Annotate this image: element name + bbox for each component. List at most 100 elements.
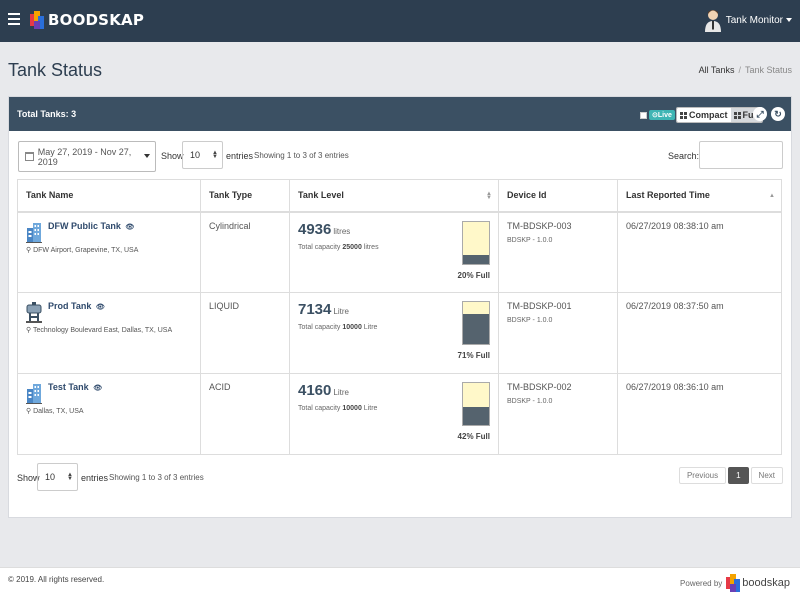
tank-location-text: Dallas, TX, USA: [33, 408, 84, 415]
entries-info-bottom: Showing 1 to 3 of 3 entries: [109, 473, 204, 482]
updown-icon: ▲ ▼: [67, 472, 73, 482]
capacity-value: 10000: [342, 324, 362, 331]
table-row[interactable]: DFW Public Tank 👁︎ ⚲ DFW Airport, Grapev…: [17, 211, 782, 293]
map-pin-icon: ⚲: [26, 327, 32, 334]
tank-location: ⚲ Dallas, TX, USA: [26, 406, 192, 417]
col-tank-name[interactable]: Tank Name: [17, 179, 201, 213]
col-last-reported[interactable]: Last Reported Time ▲: [617, 179, 782, 213]
view-toggle: Compact Full: [676, 107, 763, 123]
page-title: Tank Status: [8, 60, 103, 80]
refresh-button[interactable]: ↻: [771, 107, 785, 121]
tank-level-gauge: [462, 301, 490, 345]
date-range-value: May 27, 2019 - Nov 27, 2019: [37, 146, 132, 167]
col-tank-type[interactable]: Tank Type: [200, 179, 290, 213]
building-icon: [26, 222, 42, 243]
date-range-picker[interactable]: May 27, 2019 - Nov 27, 2019: [18, 141, 156, 172]
compact-view-button[interactable]: Compact: [677, 108, 731, 122]
tank-location: ⚲ Technology Boulevard East, Dallas, TX,…: [26, 325, 192, 336]
cell-tank-level: 4936 litres Total capacity 25000 litres 2…: [289, 211, 499, 293]
previous-button[interactable]: Previous: [678, 467, 727, 484]
top-navbar: BOODSKAP Tank Monitor: [0, 0, 800, 42]
cell-last-reported: 06/27/2019 08:38:10 am: [617, 211, 782, 293]
copyright: © 2019. All rights reserved.: [8, 575, 105, 584]
pagination: Previous 1 Next: [677, 467, 783, 484]
live-label: Live: [657, 112, 672, 119]
cell-device-id: TM-BDSKP-001 BDSKP - 1.0.0: [498, 292, 618, 374]
page-1-button[interactable]: 1: [728, 467, 749, 484]
capacity-value: 25000: [342, 243, 362, 251]
map-pin-icon: ⚲: [26, 246, 32, 254]
page-size-value: 10: [190, 150, 201, 160]
last-reported-time: 06/27/2019 08:38:10 am: [626, 220, 724, 231]
tank-level-gauge-fill: [463, 314, 489, 344]
refresh-icon: ↻: [774, 108, 782, 119]
cell-last-reported: 06/27/2019 08:36:10 am: [617, 373, 782, 455]
search-label: Search:: [667, 151, 699, 161]
powered-by: Powered by boodskap: [680, 573, 790, 593]
tank-name-link[interactable]: DFW Public Tank 👁︎: [48, 221, 134, 231]
breadcrumb-current: Tank Status: [744, 65, 792, 75]
last-reported-time: 06/27/2019 08:37:50 am: [626, 301, 724, 311]
live-checkbox[interactable]: [640, 111, 647, 119]
brand-name: BOODSKAP: [48, 11, 145, 29]
entries-label: entries: [226, 151, 254, 161]
updown-icon: ▲ ▼: [212, 150, 218, 160]
next-button[interactable]: Next: [750, 467, 783, 484]
tank-name-link[interactable]: Test Tank 👁︎: [48, 382, 102, 392]
capacity-prefix: Total capacity: [298, 324, 341, 331]
calendar-icon: [25, 152, 34, 161]
table-row[interactable]: Test Tank 👁︎ ⚲ Dallas, TX, USA ACID 4160…: [17, 373, 782, 455]
entries-info: Showing 1 to 3 of 3 entries: [254, 151, 349, 160]
device-id: TM-BDSKP-001: [507, 301, 572, 311]
brand[interactable]: BOODSKAP: [30, 10, 144, 30]
sort-icon: ▲ ▼: [486, 191, 492, 201]
tank-level-gauge: [462, 382, 490, 426]
tank-capacity: Total capacity 10000 Litre: [298, 324, 490, 331]
device-version: BDSKP - 1.0.0: [507, 317, 553, 324]
tank-name-link[interactable]: Prod Tank 👁︎: [48, 301, 105, 311]
cell-last-reported: 06/27/2019 08:37:50 am: [617, 292, 782, 374]
user-menu[interactable]: Tank Monitor: [704, 8, 792, 32]
panel-header: Total Tanks: 3 ⊙Live Compact Full ⤢ ↻: [9, 97, 791, 131]
capacity-value: 10000: [342, 405, 362, 412]
tank-table: Tank Name Tank Type Tank Level ▲ ▼ Device …: [17, 179, 782, 455]
sort-asc-icon: ▲: [769, 193, 775, 199]
tank-type: Cylindrical: [209, 220, 251, 231]
tank-capacity: Total capacity 25000 litres: [298, 244, 490, 251]
tank-fill-label: 20% Full: [457, 270, 490, 280]
table-header-row: Tank Name Tank Type Tank Level ▲ ▼ Device …: [17, 179, 782, 213]
eye-icon[interactable]: 👁︎: [93, 385, 103, 392]
col-tank-level-label: Tank Level: [298, 190, 344, 201]
expand-button[interactable]: ⤢: [753, 107, 767, 121]
capacity-unit: litres: [363, 243, 379, 251]
menu-icon[interactable]: [8, 13, 20, 25]
breadcrumb-separator: /: [738, 65, 741, 75]
live-toggle[interactable]: ⊙Live: [640, 110, 675, 120]
cell-tank-name: Prod Tank 👁︎ ⚲ Technology Boulevard East…: [17, 292, 201, 374]
powered-by-label: Powered by: [680, 578, 723, 588]
user-name: Tank Monitor: [725, 14, 783, 26]
col-device-id[interactable]: Device Id: [498, 179, 618, 213]
chevron-down-icon: [144, 154, 150, 158]
table-row[interactable]: Prod Tank 👁︎ ⚲ Technology Boulevard East…: [17, 292, 782, 374]
page-size-select-bottom[interactable]: 10 ▲ ▼: [37, 463, 78, 491]
capacity-prefix: Total capacity: [298, 405, 341, 412]
cell-tank-name: DFW Public Tank 👁︎ ⚲ DFW Airport, Grapev…: [17, 211, 201, 293]
tank-capacity: Total capacity 10000 Litre: [298, 405, 490, 412]
eye-icon[interactable]: 👁︎: [95, 304, 105, 311]
tank-level-value: 4936: [298, 220, 332, 238]
page-size-select[interactable]: 10 ▲ ▼: [182, 141, 223, 169]
show-label-bottom: Show: [17, 473, 40, 483]
breadcrumb-all-tanks[interactable]: All Tanks: [698, 65, 735, 75]
cell-device-id: TM-BDSKP-002 BDSKP - 1.0.0: [498, 373, 618, 455]
last-reported-time: 06/27/2019 08:36:10 am: [626, 382, 724, 392]
cell-device-id: TM-BDSKP-003 BDSKP - 1.0.0: [498, 211, 618, 293]
tank-level-gauge-fill: [463, 407, 489, 425]
eye-icon[interactable]: 👁︎: [125, 223, 135, 231]
search-input[interactable]: [699, 141, 783, 169]
cell-tank-level: 4160 Litre Total capacity 10000 Litre 42%…: [289, 373, 499, 455]
cell-tank-level: 7134 Litre Total capacity 10000 Litre 71%…: [289, 292, 499, 374]
cell-tank-type: LIQUID: [200, 292, 290, 374]
device-version: BDSKP - 1.0.0: [507, 398, 553, 405]
col-tank-level[interactable]: Tank Level ▲ ▼: [289, 179, 499, 213]
